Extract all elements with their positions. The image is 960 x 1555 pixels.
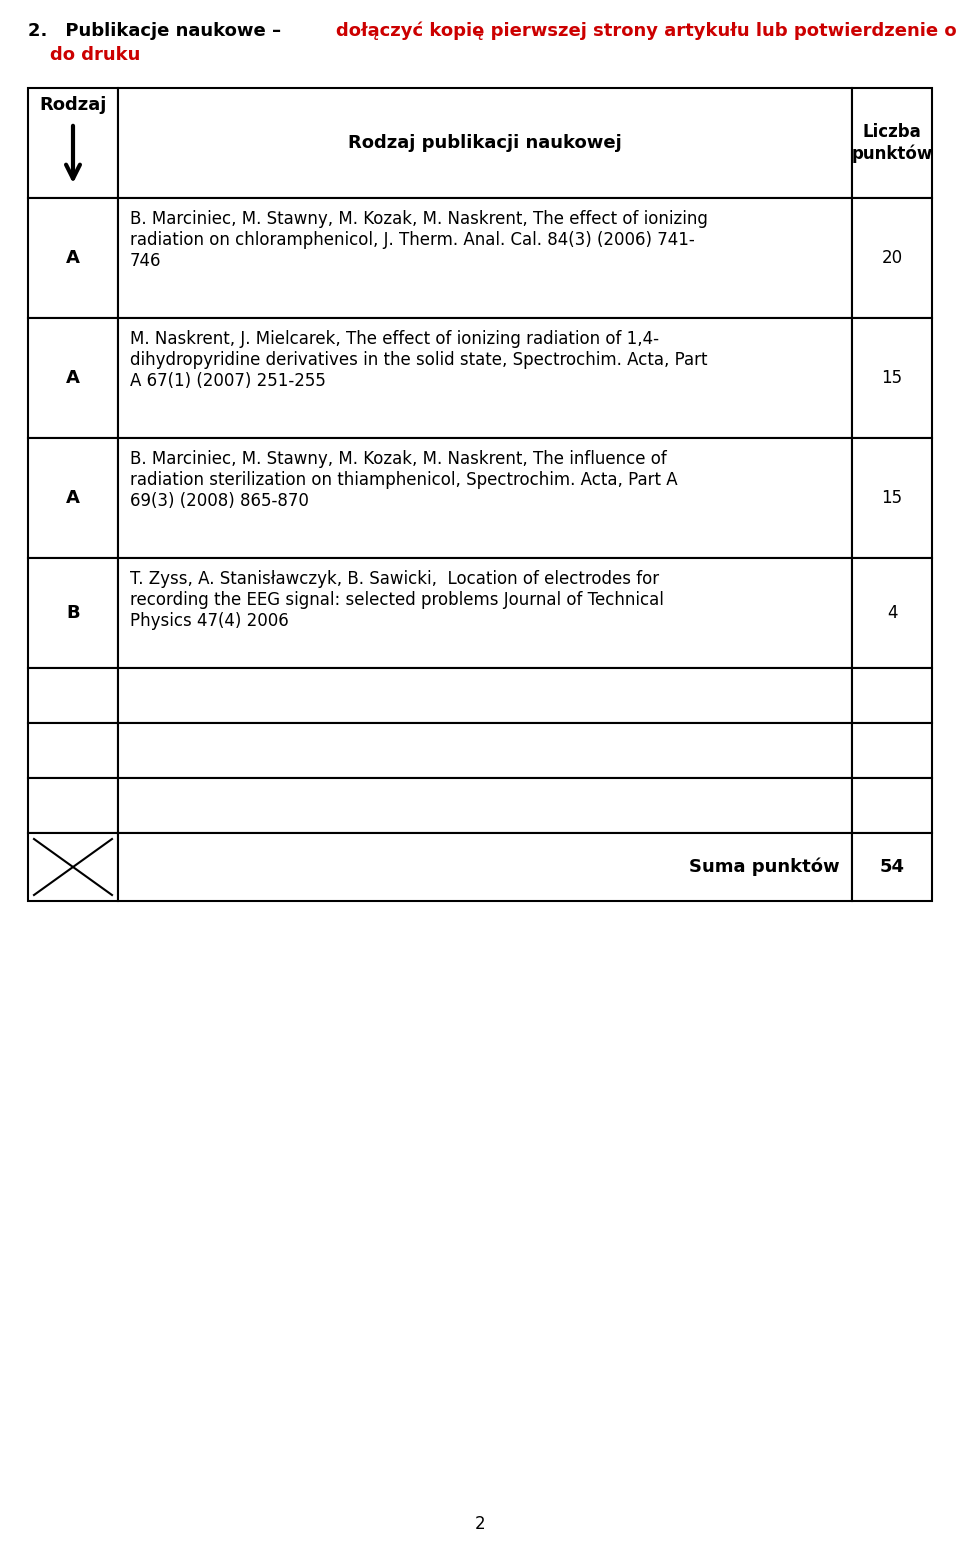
Text: A: A: [66, 488, 80, 507]
Bar: [118, 89, 852, 197]
Bar: [28, 439, 118, 558]
Bar: [852, 558, 932, 669]
Bar: [28, 197, 118, 319]
Bar: [118, 723, 852, 778]
Bar: [118, 778, 852, 833]
Text: Liczba
punktów: Liczba punktów: [852, 123, 932, 163]
Bar: [28, 833, 118, 900]
Bar: [852, 778, 932, 833]
Text: 2. Publikacje naukowe –: 2. Publikacje naukowe –: [28, 22, 287, 40]
Text: A: A: [66, 249, 80, 267]
Text: B. Marciniec, M. Stawny, M. Kozak, M. Naskrent, The influence of
radiation steri: B. Marciniec, M. Stawny, M. Kozak, M. Na…: [130, 449, 678, 510]
Bar: [852, 197, 932, 319]
Text: do druku: do druku: [50, 47, 140, 64]
Text: B. Marciniec, M. Stawny, M. Kozak, M. Naskrent, The effect of ionizing
radiation: B. Marciniec, M. Stawny, M. Kozak, M. Na…: [130, 210, 708, 269]
Text: 20: 20: [881, 249, 902, 267]
Bar: [852, 669, 932, 723]
Text: 4: 4: [887, 603, 898, 622]
Bar: [118, 319, 852, 439]
Text: Rodzaj publikacji naukowej: Rodzaj publikacji naukowej: [348, 134, 622, 152]
Bar: [118, 439, 852, 558]
Bar: [852, 89, 932, 197]
Bar: [28, 89, 118, 197]
Bar: [28, 723, 118, 778]
Text: M. Naskrent, J. Mielcarek, The effect of ionizing radiation of 1,4-
dihydropyrid: M. Naskrent, J. Mielcarek, The effect of…: [130, 330, 708, 390]
Bar: [28, 778, 118, 833]
Bar: [852, 833, 932, 900]
Text: Rodzaj: Rodzaj: [39, 96, 107, 114]
Bar: [852, 319, 932, 439]
Text: Suma punktów: Suma punktów: [689, 858, 840, 877]
Bar: [118, 558, 852, 669]
Text: 15: 15: [881, 488, 902, 507]
Bar: [852, 723, 932, 778]
Text: 15: 15: [881, 369, 902, 387]
Bar: [852, 439, 932, 558]
Bar: [28, 319, 118, 439]
Text: T. Zyss, A. Stanisławczyk, B. Sawicki,  Location of electrodes for
recording the: T. Zyss, A. Stanisławczyk, B. Sawicki, L…: [130, 571, 664, 630]
Text: 54: 54: [879, 858, 904, 875]
Text: A: A: [66, 369, 80, 387]
Bar: [118, 197, 852, 319]
Text: B: B: [66, 603, 80, 622]
Text: 2: 2: [474, 1515, 486, 1533]
Bar: [28, 669, 118, 723]
Bar: [28, 558, 118, 669]
Bar: [118, 833, 852, 900]
Bar: [118, 669, 852, 723]
Text: dołączyć kopię pierwszej strony artykułu lub potwierdzenie o przyjęciu: dołączyć kopię pierwszej strony artykułu…: [336, 22, 960, 40]
